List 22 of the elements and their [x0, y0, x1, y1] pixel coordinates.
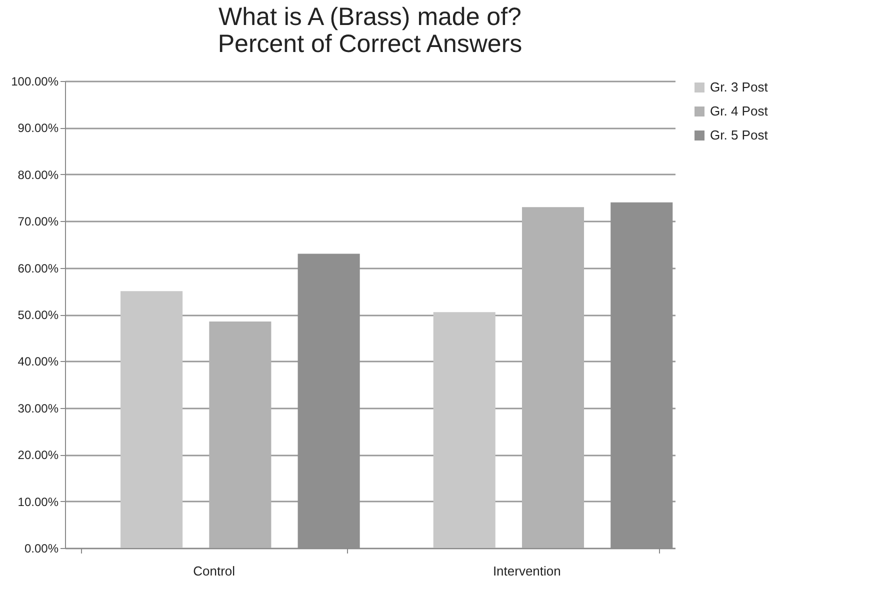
x-tick-label: Intervention — [492, 564, 561, 578]
y-tick-label: 50.00% — [18, 308, 59, 322]
y-tick-label: 80.00% — [18, 168, 59, 182]
text: What is A (Brass) made of? — [218, 3, 522, 31]
y-tick-label: 20.00% — [18, 448, 59, 462]
y-tick-label: 70.00% — [18, 214, 59, 229]
bar — [522, 207, 584, 548]
y-tick-label: 60.00% — [18, 261, 59, 276]
legend-label: Gr. 5 Post — [710, 128, 768, 142]
bar — [433, 312, 496, 548]
y-tick-label: 30.00% — [18, 401, 59, 416]
y-tick-label: 90.00% — [18, 121, 59, 136]
x-tick-label: Control — [193, 564, 236, 578]
legend-label: Gr. 3 Post — [710, 80, 768, 94]
y-tick-label: 40.00% — [18, 354, 59, 369]
y-tick-label: 0.00% — [24, 542, 59, 556]
legend-label: Gr. 4 Post — [710, 104, 768, 118]
bar — [209, 322, 272, 548]
text: Percent of Correct Answers — [218, 30, 522, 58]
bar — [120, 291, 183, 548]
y-tick-label: 100.00% — [11, 74, 59, 88]
y-tick-label: 10.00% — [18, 494, 59, 509]
